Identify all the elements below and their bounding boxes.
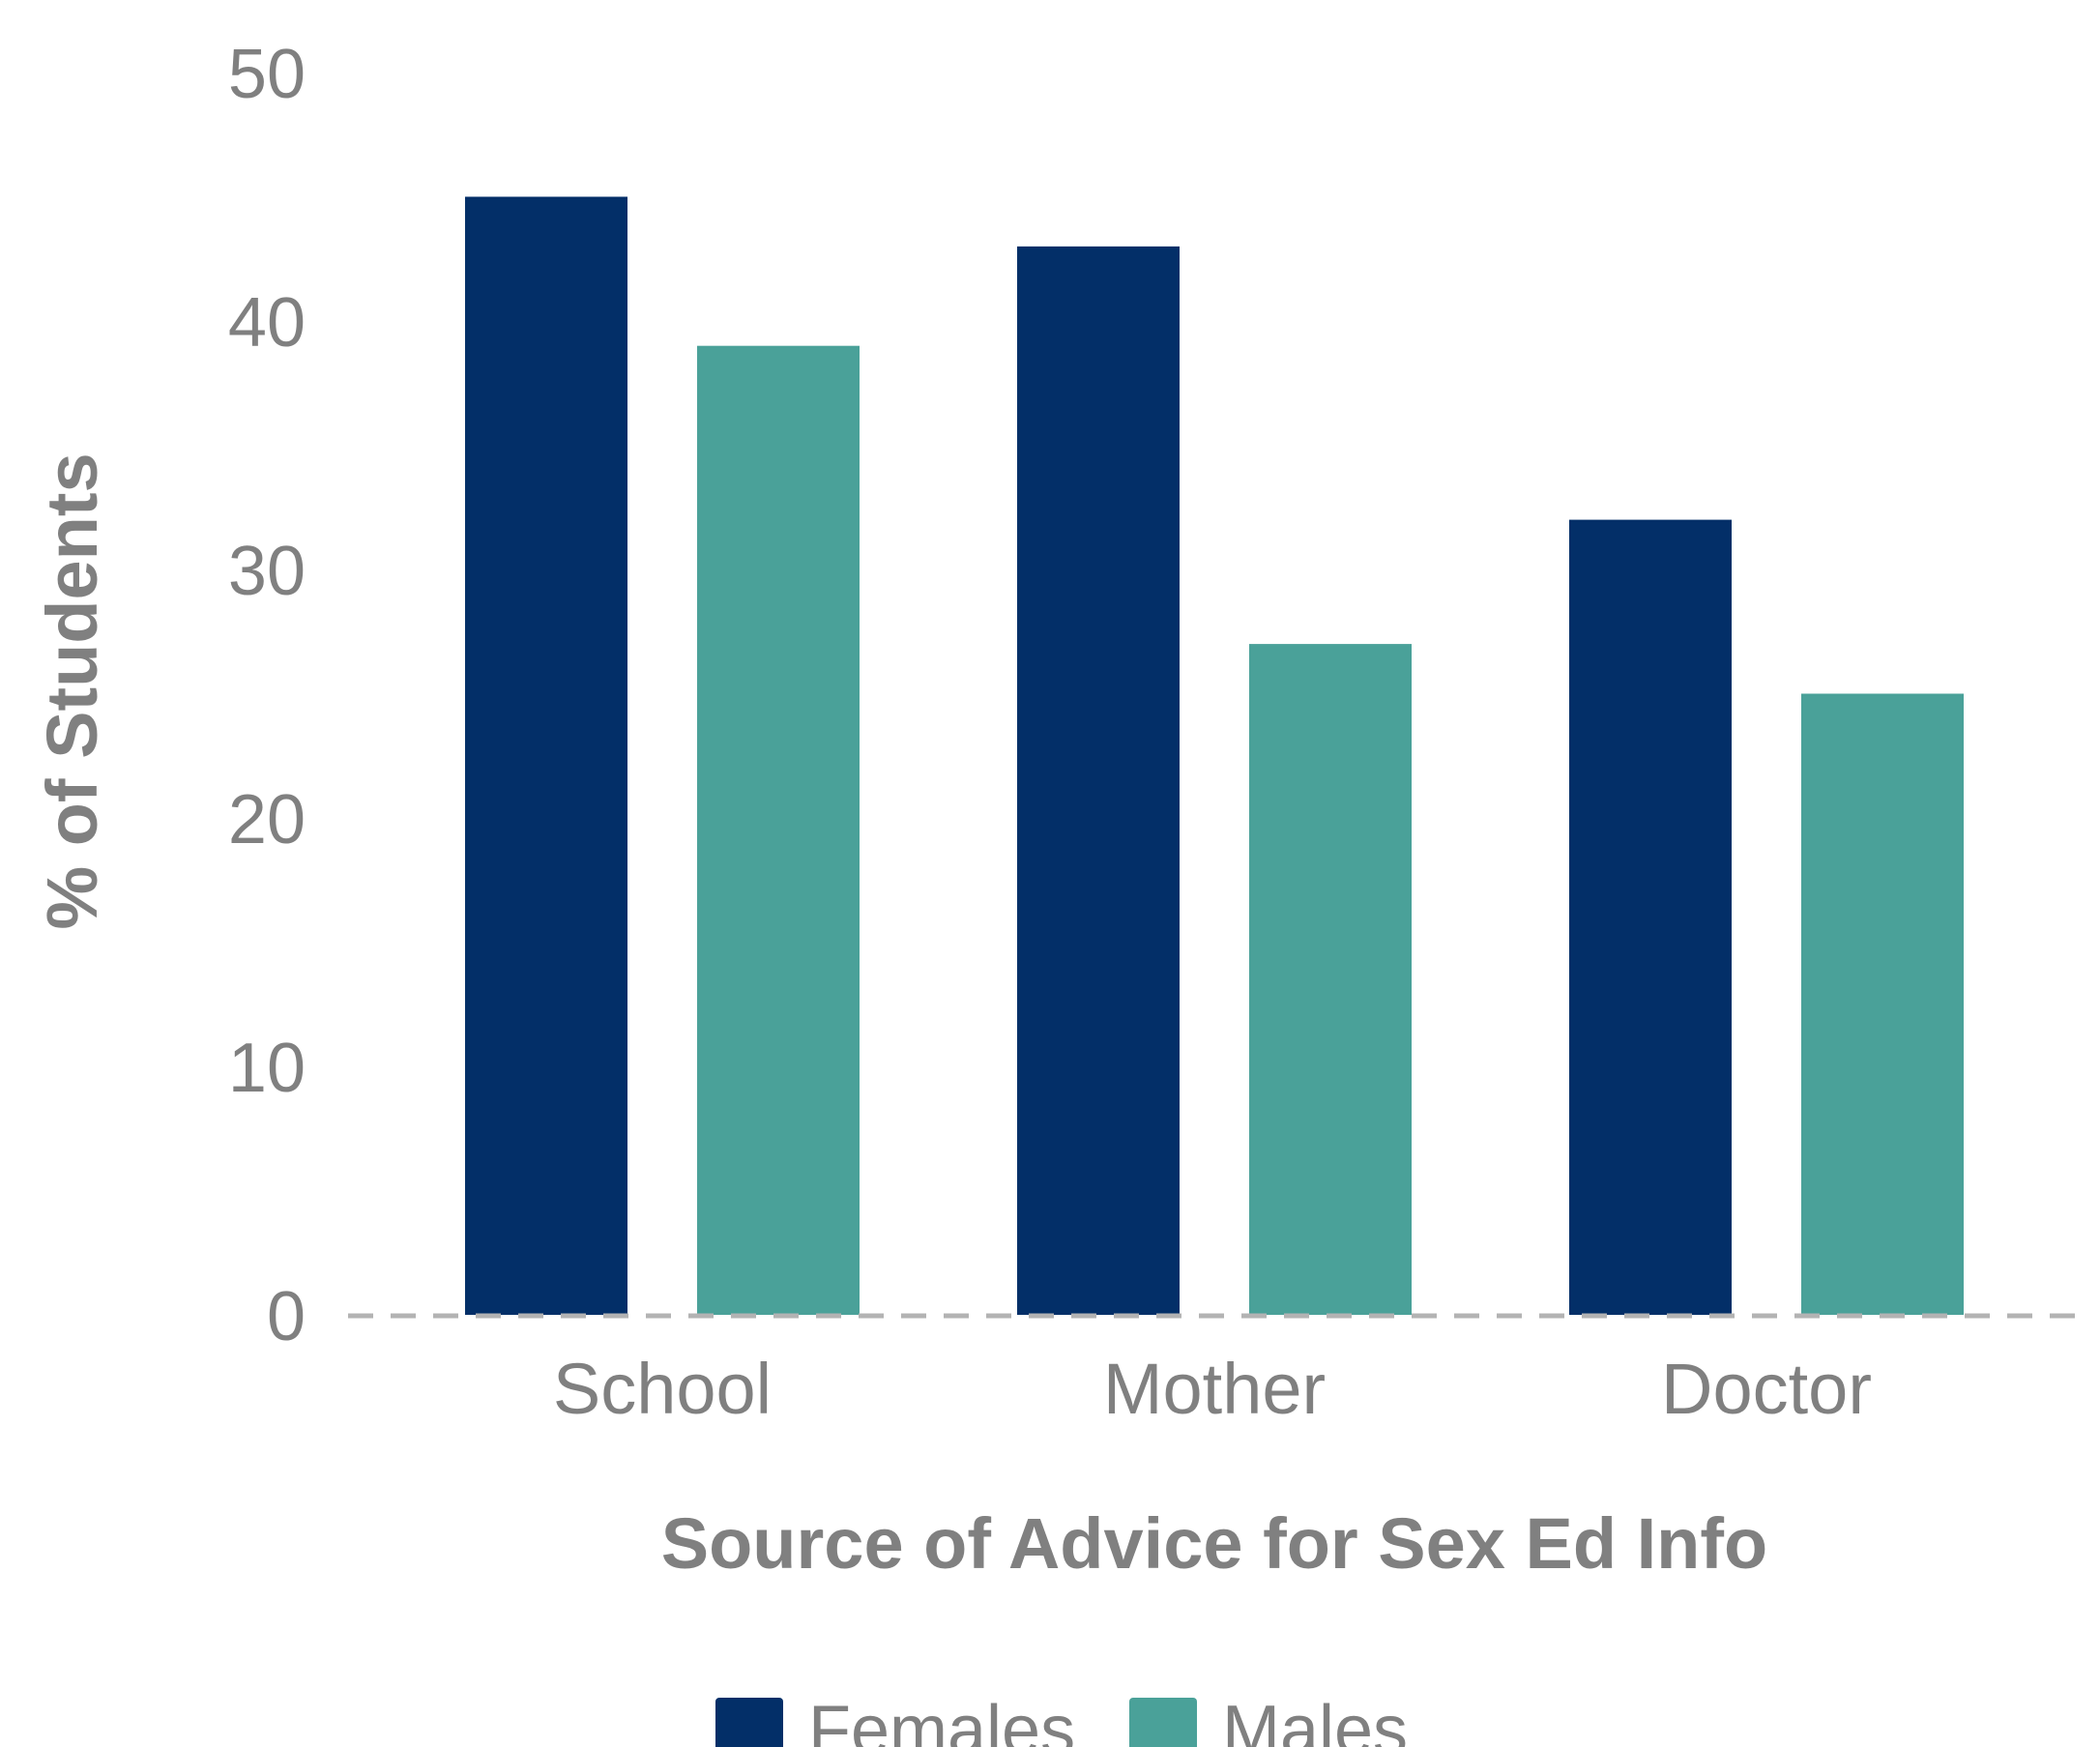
bar-males-school <box>697 345 860 1315</box>
y-tick-label: 20 <box>228 781 306 859</box>
x-tick-label: School <box>553 1349 772 1429</box>
x-axis-title: Source of Advice for Sex Ed Info <box>661 1503 1767 1584</box>
legend-label-females: Females <box>808 1692 1075 1747</box>
y-tick-label: 40 <box>228 284 306 362</box>
y-tick-label: 50 <box>228 36 306 113</box>
x-axis-ticks: School Mother Doctor <box>553 1349 1872 1429</box>
y-tick-label: 30 <box>228 533 306 610</box>
bar-females-school <box>465 196 627 1315</box>
y-axis-title: % of Students <box>32 452 112 929</box>
legend-swatch-females <box>715 1698 783 1747</box>
y-tick-label: 0 <box>267 1278 306 1355</box>
bars <box>465 196 1964 1315</box>
legend-label-males: Males <box>1222 1692 1408 1747</box>
x-tick-label: Doctor <box>1661 1349 1872 1429</box>
bar-males-doctor <box>1801 693 1964 1315</box>
legend-swatch-males <box>1129 1698 1197 1747</box>
x-tick-label: Mother <box>1103 1349 1326 1429</box>
bar-females-mother <box>1017 246 1180 1315</box>
y-tick-label: 10 <box>228 1030 306 1107</box>
bar-males-mother <box>1249 644 1412 1315</box>
y-axis-ticks: 0 10 20 30 40 50 <box>228 36 306 1355</box>
legend: Females Males <box>715 1692 1408 1747</box>
bar-females-doctor <box>1569 519 1732 1315</box>
